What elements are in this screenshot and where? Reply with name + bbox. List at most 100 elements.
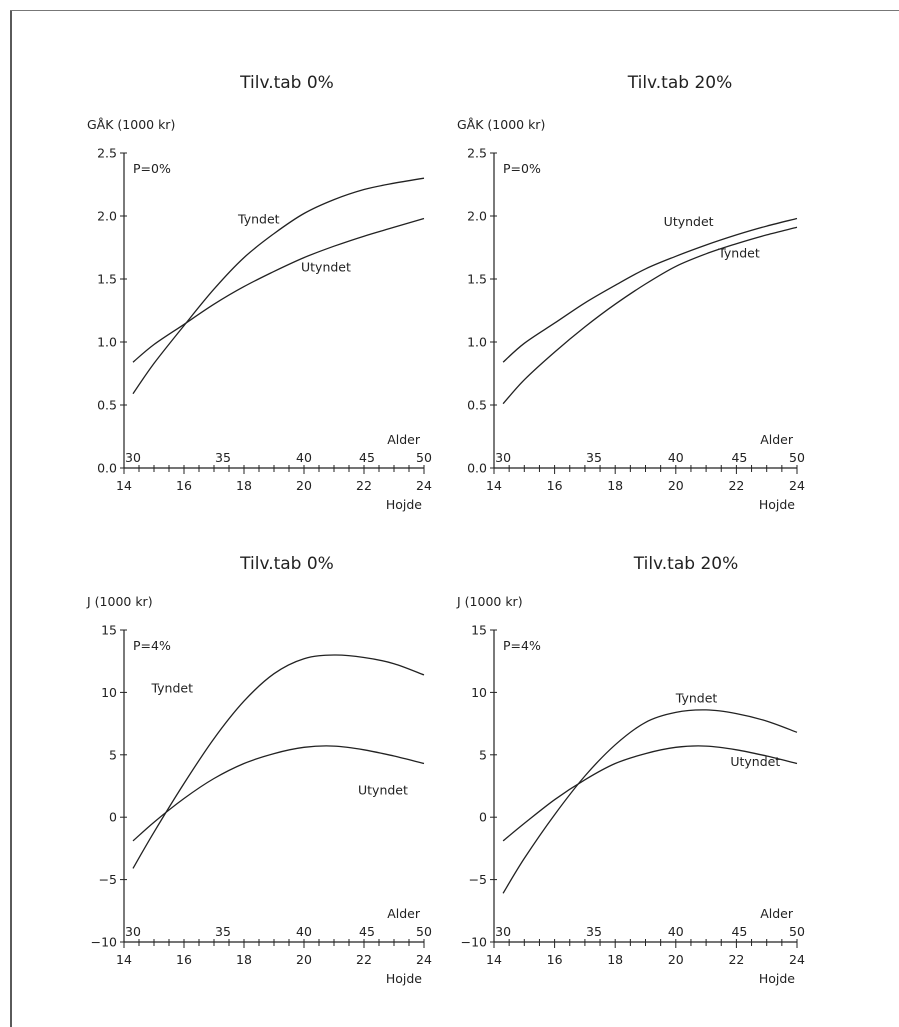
y-tick-label: −5 <box>469 872 487 887</box>
x-tick-label: 22 <box>728 952 744 967</box>
x-tick-label: 24 <box>416 478 432 493</box>
series-line-utyndet <box>132 745 425 842</box>
y-tick-label: 2.0 <box>467 209 487 224</box>
alder-axis-label: Alder <box>387 432 421 447</box>
x-tick-label: 18 <box>607 478 623 493</box>
x-axis-label: Hojde <box>386 497 422 512</box>
alder-tick-label: 40 <box>668 924 684 939</box>
alder-tick-label: 45 <box>731 924 747 939</box>
chart-title: Tilv.tab 0% <box>239 73 334 93</box>
y-tick-label: 1.5 <box>467 272 487 287</box>
x-tick-label: 14 <box>116 952 132 967</box>
alder-tick-label: 35 <box>215 924 231 939</box>
series-line-utyndet <box>502 745 798 842</box>
alder-axis-label: Alder <box>760 906 794 921</box>
alder-axis-label: Alder <box>387 906 421 921</box>
series-line-utyndet <box>132 217 425 363</box>
y-axis-label: J (1000 kr) <box>456 594 523 609</box>
series-line-tyndet <box>132 177 425 395</box>
x-tick-label: 22 <box>356 952 372 967</box>
x-tick-label: 14 <box>486 952 502 967</box>
chart-panel-3: Tilv.tab 0% J (1000 kr) P=4% −10 −5 0 5 10 15 14 1… <box>86 554 432 986</box>
x-tick-label: 18 <box>236 952 252 967</box>
page-border-left <box>10 10 12 1027</box>
p-annotation: P=0% <box>133 161 171 176</box>
y-tick-label: 0.0 <box>467 461 487 476</box>
alder-tick-label: 40 <box>296 924 312 939</box>
alder-tick-label: 50 <box>416 924 432 939</box>
alder-tick-label: 45 <box>359 450 375 465</box>
y-tick-label: 1.0 <box>467 335 487 350</box>
x-tick-label: 20 <box>668 952 684 967</box>
alder-tick-label: 30 <box>495 450 511 465</box>
y-tick-label: 5 <box>109 747 117 762</box>
x-tick-label: 20 <box>668 478 684 493</box>
x-tick-label: 24 <box>789 952 805 967</box>
y-tick-label: 1.5 <box>97 272 117 287</box>
alder-tick-label: 35 <box>586 450 602 465</box>
y-tick-label: −10 <box>91 935 117 950</box>
chart-panel-4: Tilv.tab 20% J (1000 kr) P=4% −10 −5 0 5 10 15 14… <box>456 554 805 986</box>
y-axis-label: GÅK (1000 kr) <box>87 117 175 132</box>
x-tick-label: 18 <box>236 478 252 493</box>
chart-title: Tilv.tab 0% <box>239 554 334 574</box>
y-tick-label: 0.5 <box>97 398 117 413</box>
series-label-tyndet: Tyndet <box>150 680 193 695</box>
y-tick-label: 0.5 <box>467 398 487 413</box>
series-line-tyndet <box>502 709 798 894</box>
alder-tick-label: 35 <box>586 924 602 939</box>
chart-title: Tilv.tab 20% <box>633 554 739 574</box>
x-tick-label: 16 <box>176 478 192 493</box>
alder-tick-label: 40 <box>668 450 684 465</box>
y-tick-label: 0 <box>479 810 487 825</box>
x-tick-label: 22 <box>356 478 372 493</box>
x-tick-label: 14 <box>486 478 502 493</box>
x-tick-label: 16 <box>176 952 192 967</box>
p-annotation: P=4% <box>133 638 171 653</box>
series-label-utyndet: Utyndet <box>664 214 714 229</box>
series-label-tyndet: Tyndet <box>237 212 280 227</box>
y-axis-label: GÅK (1000 kr) <box>457 117 545 132</box>
series-line-tyndet <box>132 654 425 869</box>
p-annotation: P=0% <box>503 161 541 176</box>
x-tick-label: 20 <box>296 478 312 493</box>
y-axis-label: J (1000 kr) <box>86 594 153 609</box>
series-label-utyndet: Utyndet <box>301 259 351 274</box>
chart-panel-1: Tilv.tab 0% GÅK (1000 kr) P=0% 0.0 0.5 1.0 1.5… <box>87 73 432 512</box>
alder-tick-label: 30 <box>125 924 141 939</box>
y-tick-label: 1.0 <box>97 335 117 350</box>
x-axis-label: Hojde <box>759 497 795 512</box>
x-tick-label: 16 <box>547 952 563 967</box>
y-tick-label: 10 <box>101 685 117 700</box>
alder-tick-label: 30 <box>495 924 511 939</box>
x-tick-label: 18 <box>607 952 623 967</box>
p-annotation: P=4% <box>503 638 541 653</box>
series-line-tyndet <box>502 226 798 405</box>
x-tick-label: 20 <box>296 952 312 967</box>
y-tick-label: 0 <box>109 810 117 825</box>
x-axis-label: Hojde <box>386 971 422 986</box>
series-label-tyndet: Tyndet <box>675 690 718 705</box>
alder-tick-label: 30 <box>125 450 141 465</box>
y-tick-label: −10 <box>461 935 487 950</box>
y-tick-label: 0.0 <box>97 461 117 476</box>
series-label-utyndet: Utyndet <box>358 783 408 798</box>
series-line-utyndet <box>502 217 798 363</box>
x-axis-label: Hojde <box>759 971 795 986</box>
alder-tick-label: 40 <box>296 450 312 465</box>
y-tick-label: 10 <box>471 685 487 700</box>
series-label-tyndet: Tyndet <box>717 246 760 261</box>
alder-tick-label: 45 <box>359 924 375 939</box>
x-tick-label: 24 <box>416 952 432 967</box>
alder-tick-label: 50 <box>416 450 432 465</box>
alder-axis-label: Alder <box>760 432 794 447</box>
page-border-top <box>10 10 899 11</box>
y-tick-label: 15 <box>101 623 117 638</box>
y-tick-label: 2.0 <box>97 209 117 224</box>
alder-tick-label: 45 <box>731 450 747 465</box>
y-tick-label: 2.5 <box>467 146 487 161</box>
x-tick-label: 16 <box>547 478 563 493</box>
alder-tick-label: 50 <box>789 924 805 939</box>
